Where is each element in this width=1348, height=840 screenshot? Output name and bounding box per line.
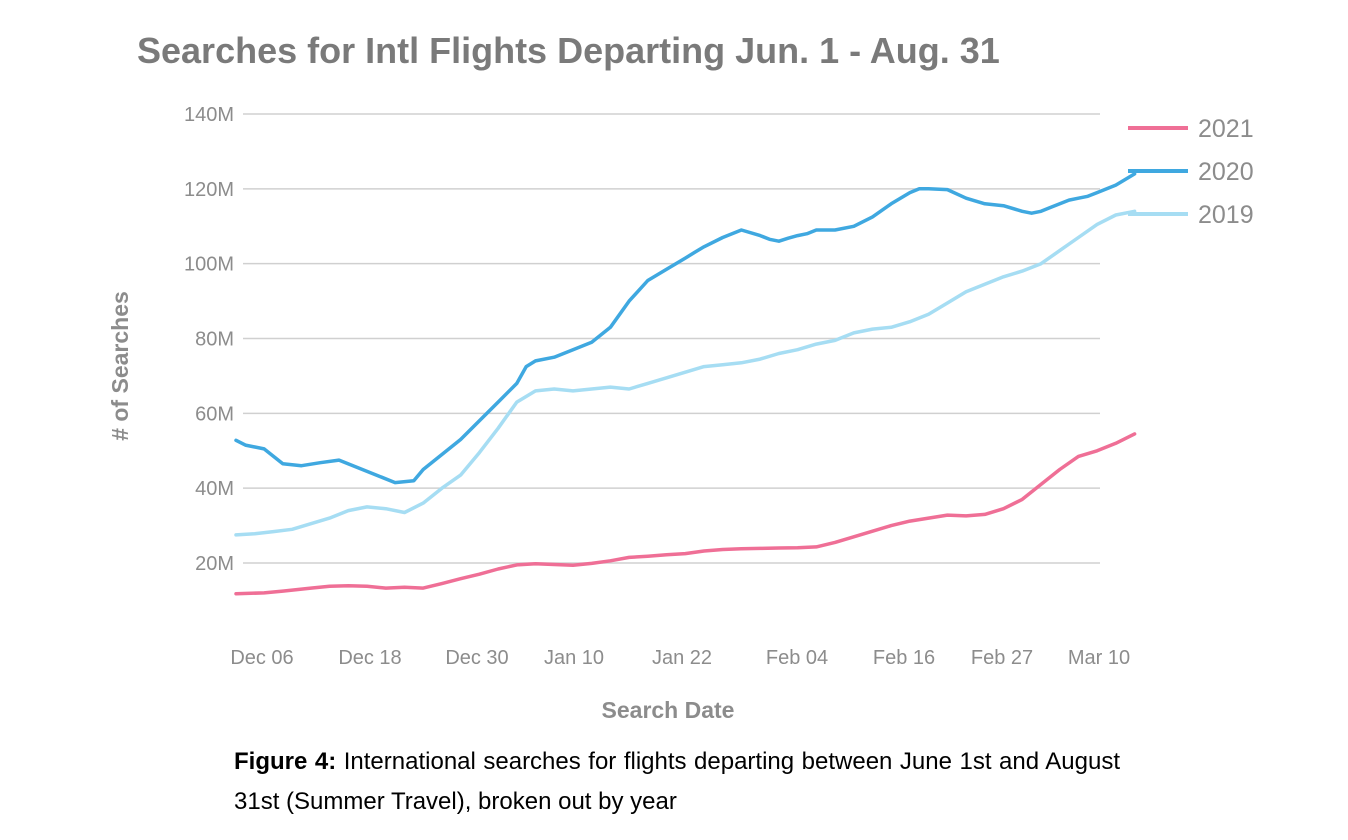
y-axis-ticks: 20M 40M 60M 80M 100M 120M 140M [184, 104, 234, 575]
y-tick-label: 80M [195, 329, 234, 351]
figure-caption: Figure 4: International searches for fli… [234, 742, 1120, 822]
chart: Searches for Intl Flights Departing Jun.… [107, 30, 1254, 723]
y-tick-label: 40M [195, 478, 234, 500]
series-line-2020 [234, 172, 1137, 485]
x-tick-label: Mar 10 [1068, 647, 1130, 669]
legend-label-2019: 2019 [1198, 201, 1254, 229]
y-tick-label: 140M [184, 104, 234, 126]
gridlines [243, 113, 1100, 564]
y-tick-label: 120M [184, 179, 234, 201]
x-tick-label: Dec 06 [230, 647, 293, 669]
series-line-2021 [234, 432, 1137, 596]
x-tick-label: Feb 27 [971, 647, 1033, 669]
series-line-2019 [234, 209, 1137, 537]
x-tick-label: Feb 04 [766, 647, 828, 669]
caption-label: Figure 4: [234, 748, 337, 775]
x-tick-label: Jan 22 [652, 647, 712, 669]
y-tick-label: 100M [184, 254, 234, 276]
x-axis-label: Search Date [602, 697, 735, 723]
x-tick-label: Jan 10 [544, 647, 604, 669]
chart-title: Searches for Intl Flights Departing Jun.… [137, 30, 1000, 71]
y-axis-label: # of Searches [107, 291, 133, 441]
x-axis-ticks: Dec 06 Dec 18 Dec 30 Jan 10 Jan 22 Feb 04 Feb … [230, 647, 1130, 669]
legend-label-2020: 2020 [1198, 158, 1254, 186]
y-tick-label: 20M [195, 553, 234, 575]
series-lines [234, 172, 1137, 596]
y-tick-label: 60M [195, 403, 234, 425]
x-tick-label: Feb 16 [873, 647, 935, 669]
x-tick-label: Dec 30 [445, 647, 508, 669]
legend: 2021 2020 2019 [1128, 115, 1254, 229]
legend-label-2021: 2021 [1198, 115, 1254, 143]
caption-text: International searches for flights depar… [234, 748, 1121, 815]
x-tick-label: Dec 18 [338, 647, 401, 669]
